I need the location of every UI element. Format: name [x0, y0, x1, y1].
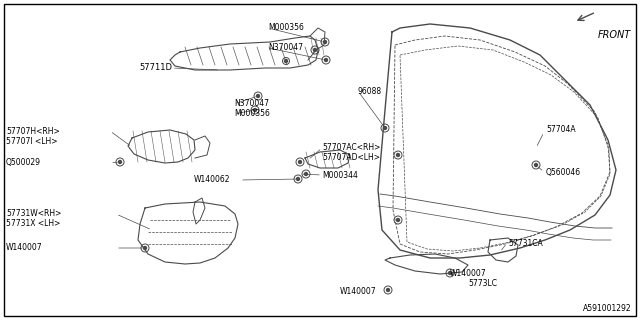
Text: 57707H<RH>: 57707H<RH> [6, 126, 60, 135]
Circle shape [285, 60, 287, 62]
Text: N370047: N370047 [234, 100, 269, 108]
Circle shape [324, 59, 328, 61]
Circle shape [143, 246, 147, 250]
Text: 57707AD<LH>: 57707AD<LH> [322, 153, 380, 162]
Text: M000344: M000344 [322, 171, 358, 180]
Text: Q560046: Q560046 [546, 167, 581, 177]
Text: FRONT: FRONT [598, 30, 631, 40]
Circle shape [314, 49, 317, 52]
Text: W140007: W140007 [340, 287, 376, 297]
Text: 57707I <LH>: 57707I <LH> [6, 137, 58, 146]
Text: 5773LC: 5773LC [468, 278, 497, 287]
Circle shape [257, 94, 259, 98]
Circle shape [397, 219, 399, 221]
Circle shape [323, 41, 326, 44]
Text: N370047: N370047 [268, 44, 303, 52]
Text: W140062: W140062 [194, 175, 230, 185]
Text: 57711D: 57711D [139, 63, 172, 73]
Text: 57707AC<RH>: 57707AC<RH> [322, 142, 380, 151]
Text: W140007: W140007 [450, 268, 486, 277]
Circle shape [253, 108, 257, 111]
Circle shape [296, 178, 300, 180]
Text: A591001292: A591001292 [584, 304, 632, 313]
Text: 57731W<RH>: 57731W<RH> [6, 210, 61, 219]
Circle shape [383, 126, 387, 130]
Text: M000356: M000356 [268, 23, 304, 33]
Text: Q500029: Q500029 [6, 158, 41, 167]
Text: 57704A: 57704A [546, 125, 575, 134]
Text: 57731X <LH>: 57731X <LH> [6, 220, 60, 228]
Text: 96088: 96088 [358, 86, 382, 95]
Text: 57731CA: 57731CA [508, 238, 543, 247]
Text: W140007: W140007 [6, 244, 43, 252]
Circle shape [305, 172, 307, 175]
Circle shape [449, 271, 451, 275]
Text: M000356: M000356 [234, 109, 270, 118]
Circle shape [387, 289, 390, 292]
Circle shape [298, 161, 301, 164]
Circle shape [118, 161, 122, 164]
Circle shape [534, 164, 538, 166]
Circle shape [397, 154, 399, 156]
